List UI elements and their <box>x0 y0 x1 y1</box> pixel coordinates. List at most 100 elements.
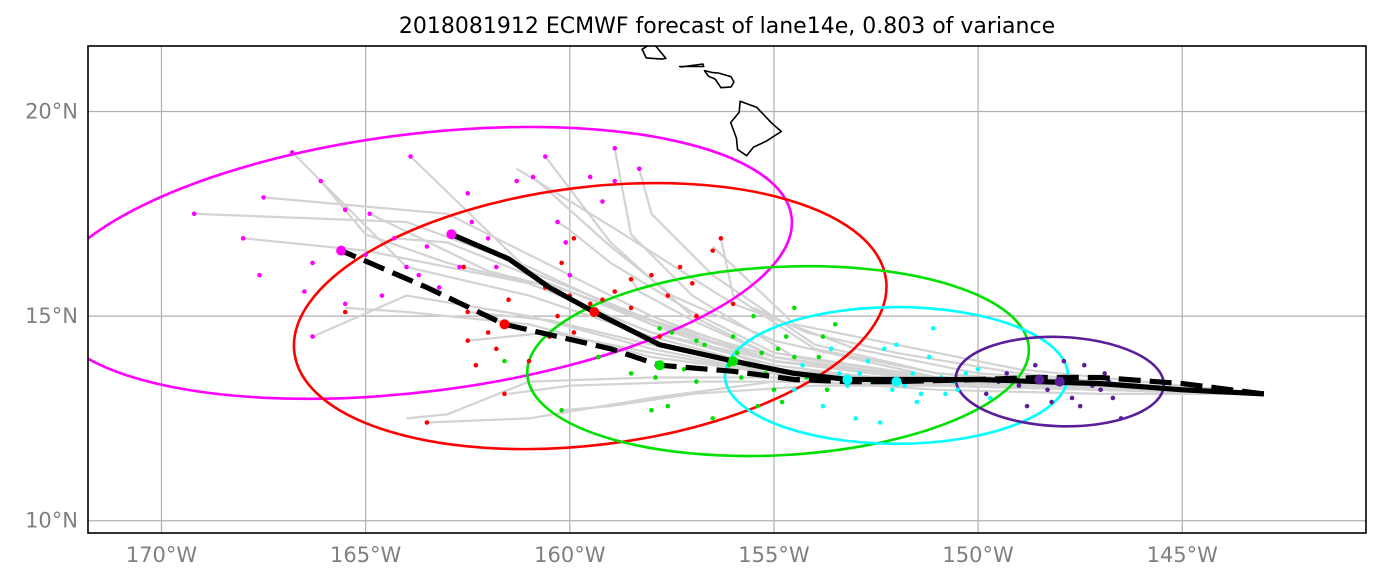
ensemble-point <box>988 395 993 401</box>
uncertainty-ellipses <box>88 125 1166 458</box>
ensemble-point <box>1118 416 1124 421</box>
ensemble-point <box>657 326 662 331</box>
ensemble-point <box>502 358 507 364</box>
ensemble-point <box>710 416 716 421</box>
ensemble-point <box>559 260 564 266</box>
ensemble-point <box>465 338 471 343</box>
ensemble-point <box>943 391 948 397</box>
ensemble-point <box>910 371 916 376</box>
ensemble-point <box>775 346 781 352</box>
ensemble-point <box>587 301 593 307</box>
track-position-marker <box>336 245 347 256</box>
ensemble-point <box>694 379 699 384</box>
ensemble-point <box>730 334 736 339</box>
ensemble-point <box>342 207 348 212</box>
ensemble-point <box>653 375 658 380</box>
ensemble-point <box>1061 358 1067 364</box>
ensemble-point <box>628 305 634 311</box>
ensemble-point <box>302 289 307 294</box>
ensemble-point <box>894 342 899 348</box>
ensemble-point <box>379 293 385 298</box>
ensemble-point <box>1069 395 1075 401</box>
ensemble-point <box>665 293 671 298</box>
ensemble-point <box>902 383 907 388</box>
uncertainty-ellipse <box>88 125 794 401</box>
ensemble-point <box>461 264 466 270</box>
ensemble-point <box>865 358 871 364</box>
solid-forecast-track <box>450 231 1265 397</box>
ensemble-point <box>1077 403 1083 409</box>
ensemble-point <box>289 150 295 155</box>
ensemble-point <box>612 146 618 151</box>
grid-lines <box>88 46 1366 533</box>
ensemble-point <box>1032 362 1038 368</box>
track-position-marker <box>1054 376 1065 387</box>
ensemble-point <box>751 313 756 319</box>
ensemble-point <box>800 362 805 368</box>
x-tick-label: 160°W <box>534 543 606 567</box>
ensemble-point <box>555 219 560 225</box>
ensemble-point <box>792 354 797 360</box>
ensemble-point <box>710 248 716 253</box>
ensemble-point <box>1024 403 1030 409</box>
ensemble-point <box>845 383 850 388</box>
track-position-marker <box>446 229 457 240</box>
ensemble-point <box>820 403 826 409</box>
ensemble-point <box>824 387 830 393</box>
coastlines <box>641 46 783 157</box>
island-coastline <box>641 46 667 60</box>
ensemble-point <box>792 387 797 393</box>
ensemble-point <box>828 346 834 352</box>
ensemble-point <box>408 154 413 159</box>
ensemble-point <box>738 375 744 380</box>
ensemble-point <box>191 211 197 217</box>
ensemble-point <box>983 391 989 397</box>
uncertainty-ellipse <box>525 264 1031 458</box>
forecast-tracks <box>340 231 1265 397</box>
ensemble-point <box>563 240 569 245</box>
ensemble-point <box>694 313 699 319</box>
track-position-marker <box>654 360 665 371</box>
ensemble-point <box>473 362 479 368</box>
ensemble-point <box>612 178 618 184</box>
ensemble-point <box>363 252 368 258</box>
ensemble-point <box>649 272 654 278</box>
ensemble-point <box>465 191 471 196</box>
ensemble-point <box>702 342 707 348</box>
track-position-marker <box>589 307 600 318</box>
ensemble-point <box>792 305 797 311</box>
ensemble-point <box>853 416 858 421</box>
ensemble-point <box>669 330 675 335</box>
track-position-marker <box>891 376 902 387</box>
ensemble-point <box>571 236 577 241</box>
ensemble-point <box>877 420 883 425</box>
ensemble-point <box>955 387 960 393</box>
island-coastline <box>703 69 735 89</box>
plot-frame <box>87 45 1367 534</box>
ensemble-point <box>457 264 462 270</box>
ensemble-point <box>514 178 520 184</box>
ensemble-point <box>559 407 564 413</box>
ensemble-point <box>783 334 789 339</box>
y-tick-label: 10°N <box>25 509 78 533</box>
ensemble-point <box>734 350 740 356</box>
ensemble-point <box>628 276 634 282</box>
ensemble-point <box>677 264 683 270</box>
ensemble-point <box>816 354 822 360</box>
ensemble-point <box>465 309 471 315</box>
island-coastline <box>678 63 705 68</box>
ensemble-point <box>318 178 324 184</box>
ensemble-point <box>665 403 671 409</box>
ensemble-point <box>926 354 932 360</box>
x-tick-label: 170°W <box>126 543 198 567</box>
ensemble-point <box>820 334 826 339</box>
ensemble-point <box>424 420 430 425</box>
ensemble-point <box>600 297 605 303</box>
ensemble-point <box>1102 371 1107 376</box>
ensemble-point <box>310 334 315 339</box>
ensemble-point <box>730 301 736 307</box>
ensemble-point <box>571 330 577 335</box>
ensemble-point <box>424 244 430 249</box>
ensemble-point <box>694 338 699 343</box>
chart-title: 2018081912 ECMWF forecast of lane14e, 0.… <box>399 14 1055 39</box>
